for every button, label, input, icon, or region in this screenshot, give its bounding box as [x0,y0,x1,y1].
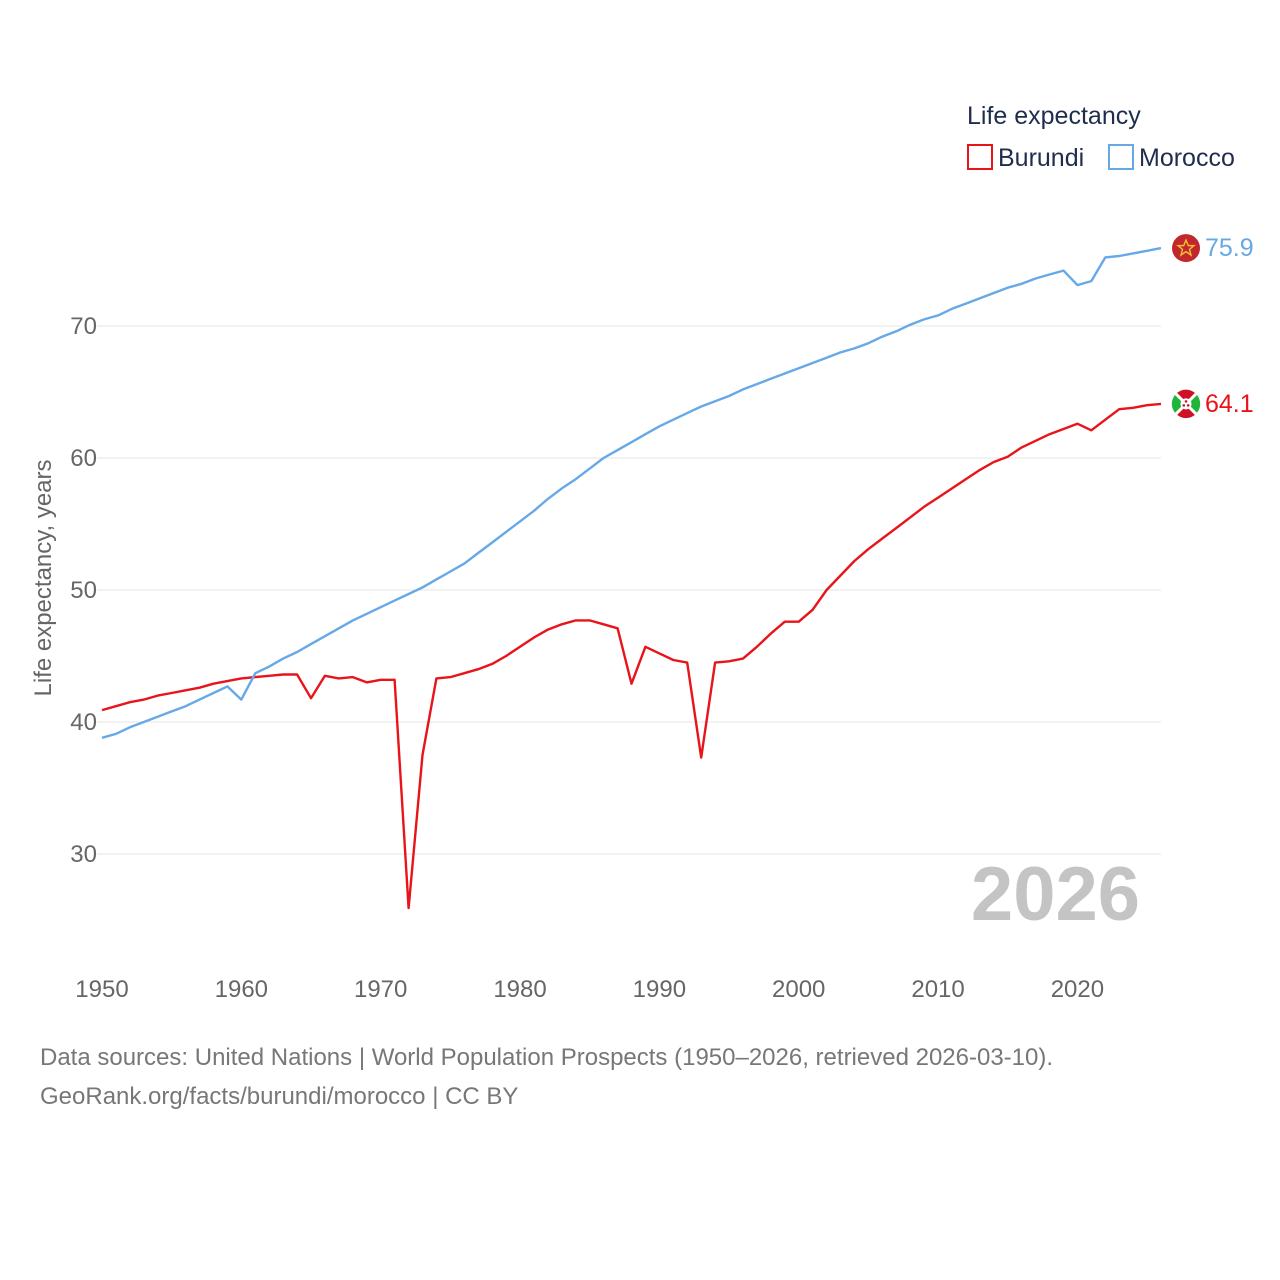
legend-item-burundi[interactable]: Burundi [967,144,1084,172]
x-tick-label-1970: 1970 [354,976,407,1003]
x-axis-ticks: 1950 1960 1970 1980 1990 2000 2010 2020 [75,976,1104,1003]
morocco-flag-icon [1172,234,1200,263]
legend-swatch-morocco [1108,144,1134,170]
gridlines [97,325,1161,855]
y-tick-label-60: 60 [70,445,97,472]
y-tick-label-70: 70 [70,313,97,340]
legend-label-morocco: Morocco [1139,144,1235,172]
end-label-burundi: 64.1 [1205,390,1254,418]
year-watermark: 2026 [971,852,1140,937]
legend-title: Life expectancy [967,102,1141,130]
x-tick-label-2000: 2000 [772,976,825,1003]
y-tick-label-40: 40 [70,709,97,736]
x-tick-label-2010: 2010 [911,976,964,1003]
legend-label-burundi: Burundi [998,144,1084,172]
x-tick-label-1960: 1960 [215,976,268,1003]
y-axis-title: Life expectancy, years [30,459,57,696]
end-label-morocco: 75.9 [1205,234,1254,262]
x-tick-label-1950: 1950 [75,976,128,1003]
x-tick-label-1990: 1990 [633,976,686,1003]
source-url-text[interactable]: GeoRank.org/facts/burundi/morocco | CC B… [40,1083,519,1110]
legend-swatch-burundi [967,144,993,170]
y-tick-label-30: 30 [70,841,97,868]
series-line-burundi [101,402,1162,910]
series-lines [101,246,1162,910]
x-tick-label-1980: 1980 [493,976,546,1003]
x-tick-label-2020: 2020 [1051,976,1104,1003]
y-tick-label-50: 50 [70,577,97,604]
burundi-flag-icon [1171,389,1201,419]
data-sources-text: Data sources: United Nations | World Pop… [40,1044,1054,1071]
series-line-morocco [101,246,1162,739]
y-axis-ticks: 30 40 50 60 70 [70,313,97,868]
legend: Life expectancy Burundi Morocco [967,102,1235,172]
legend-item-morocco[interactable]: Morocco [1108,144,1235,172]
